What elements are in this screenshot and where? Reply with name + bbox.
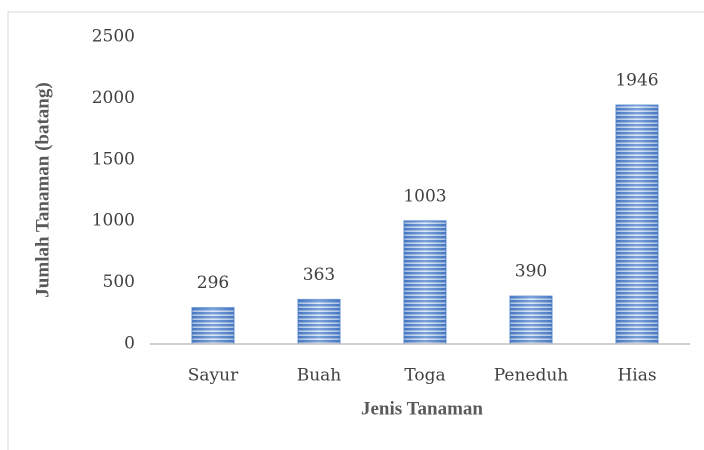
y-axis-title: Jumlah Tanaman (batang) [32, 82, 53, 297]
bar [297, 298, 341, 345]
bar [191, 307, 235, 345]
bar-fill [510, 296, 552, 344]
x-tick-label: Toga [404, 366, 445, 386]
x-tick-label: Sayur [188, 366, 239, 386]
y-tick-label: 1500 [92, 149, 135, 169]
bar-fill [404, 220, 446, 344]
bar-fill [616, 105, 658, 345]
x-tick-label: Hias [617, 366, 656, 386]
data-label: 363 [303, 265, 335, 285]
data-label: 296 [197, 273, 229, 293]
y-tick-label: 0 [124, 334, 135, 354]
bar [509, 295, 553, 345]
data-label: 390 [515, 262, 547, 282]
y-tick-label: 2000 [92, 88, 135, 108]
data-label: 1003 [403, 186, 446, 206]
bar [403, 220, 447, 345]
chart-border [7, 11, 704, 450]
bar-fill [298, 299, 340, 344]
bar [615, 104, 659, 345]
data-label: 1946 [615, 71, 658, 91]
x-tick-label: Buah [297, 366, 342, 386]
x-axis-title: Jenis Tanaman [361, 398, 483, 419]
y-tick-label: 500 [103, 272, 135, 292]
bar-fill [192, 307, 234, 344]
y-tick-label: 2500 [92, 27, 135, 47]
x-tick-label: Peneduh [494, 366, 569, 386]
y-tick-label: 1000 [92, 211, 135, 231]
